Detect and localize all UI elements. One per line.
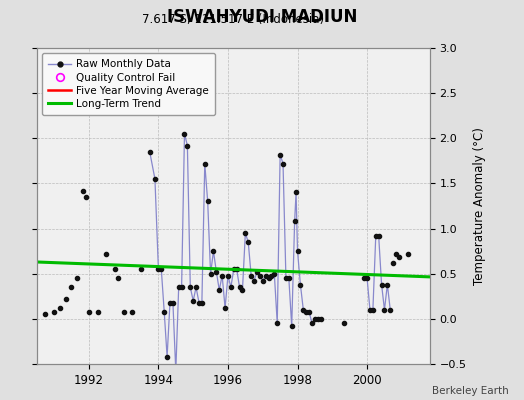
Title: 7.617 S, 111.517 E (Indonesia): 7.617 S, 111.517 E (Indonesia) [142, 13, 324, 26]
Legend: Raw Monthly Data, Quality Control Fail, Five Year Moving Average, Long-Term Tren: Raw Monthly Data, Quality Control Fail, … [42, 53, 215, 115]
Y-axis label: Temperature Anomaly (°C): Temperature Anomaly (°C) [473, 127, 486, 285]
Text: ISWAHYUDI MADIUN: ISWAHYUDI MADIUN [167, 8, 357, 26]
Text: Berkeley Earth: Berkeley Earth [432, 386, 508, 396]
